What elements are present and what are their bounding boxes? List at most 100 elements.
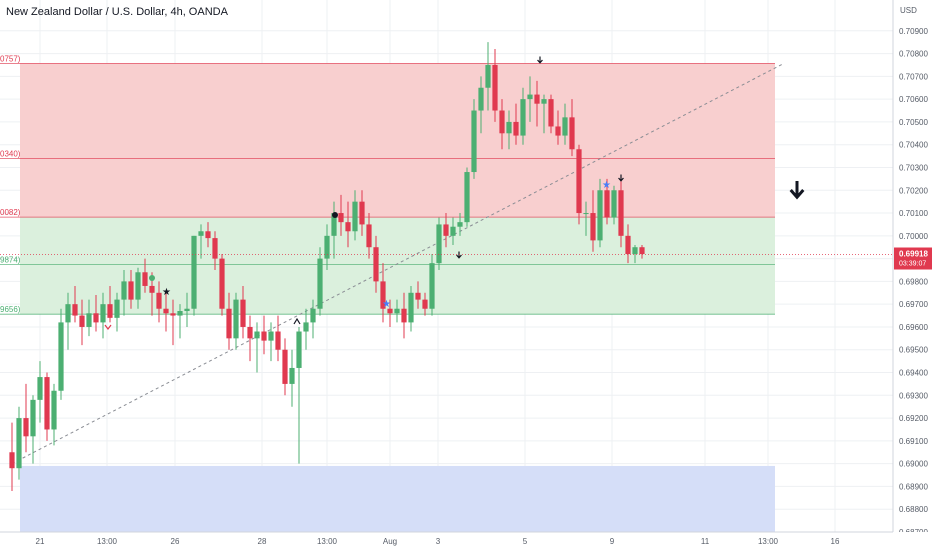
candle-body <box>317 258 323 309</box>
event-dot-icon <box>149 275 155 281</box>
candle-body <box>142 272 148 286</box>
candle-body <box>443 224 449 236</box>
candle-body <box>107 304 113 318</box>
y-tick-label: 0.69300 <box>899 391 928 400</box>
candle-body <box>506 121 512 134</box>
star-icon: ★ <box>162 287 171 298</box>
candle-body <box>212 238 218 259</box>
big-down-arrow-icon <box>789 181 805 200</box>
candle-body <box>261 331 267 341</box>
candle-body <box>324 235 330 259</box>
y-tick-label: 0.70300 <box>899 163 928 172</box>
candle-body <box>520 99 526 136</box>
candle-body <box>156 292 162 309</box>
candle-body <box>618 190 624 236</box>
candle-body <box>527 94 533 100</box>
x-tick-label: 11 <box>701 537 710 546</box>
x-tick-label: 21 <box>36 537 45 546</box>
candle-body <box>380 281 386 309</box>
resistance-zone <box>20 63 775 218</box>
candle-body <box>457 222 463 227</box>
y-tick-label: 0.70600 <box>899 95 928 104</box>
x-tick-label: 26 <box>171 537 180 546</box>
candle-body <box>296 331 302 368</box>
candle-body <box>534 94 540 104</box>
candle-body <box>373 247 379 282</box>
y-tick-label: 0.70200 <box>899 186 928 195</box>
x-tick-label: 13:00 <box>97 537 118 546</box>
candle-body <box>436 224 442 264</box>
y-tick-label: 0.69600 <box>899 323 928 332</box>
candle-body <box>37 377 43 400</box>
candle-body <box>114 299 120 318</box>
candle-body <box>135 272 141 300</box>
candle-body <box>359 201 365 225</box>
level-label: 9874) <box>0 256 21 265</box>
candle-body <box>422 299 428 309</box>
trendline-group <box>11 62 785 465</box>
candle-body <box>576 149 582 214</box>
arrow-head <box>537 59 543 64</box>
candle-body <box>198 231 204 236</box>
candle-body <box>492 64 498 111</box>
candle-body <box>597 190 603 241</box>
y-tick-label: 0.69200 <box>899 414 928 423</box>
candle-body <box>366 224 372 248</box>
candle-body <box>30 399 36 437</box>
candle-body <box>303 322 309 332</box>
down-arrow-icon <box>537 56 543 64</box>
axis-currency: USD <box>900 6 917 15</box>
candle-body <box>639 247 645 255</box>
level-label: 0082) <box>0 208 21 217</box>
candle-body <box>149 285 155 293</box>
time-axis: 21 13:00 26 28 13:00 Aug 3 5 9 11 13:00 16 <box>0 531 932 550</box>
candle-body <box>541 99 547 104</box>
candle-body <box>415 292 421 300</box>
x-tick-label: 13:00 <box>317 537 338 546</box>
candle-body <box>464 172 470 223</box>
candle-body <box>604 190 610 218</box>
candle-body <box>191 235 197 309</box>
candle-body <box>401 308 407 323</box>
x-tick-label: 5 <box>523 537 528 546</box>
candle-body <box>9 452 15 469</box>
y-tick-label: 0.69400 <box>899 369 928 378</box>
y-tick-label: 0.70900 <box>899 27 928 36</box>
y-tick-label: 0.69500 <box>899 346 928 355</box>
arrow-head <box>789 189 805 200</box>
candle-body <box>79 315 85 327</box>
y-tick-label: 0.69100 <box>899 437 928 446</box>
level-label: 9656) <box>0 305 21 314</box>
x-tick-label: 3 <box>436 537 441 546</box>
candles <box>9 42 645 491</box>
arrow-head <box>293 317 301 325</box>
y-tick-label: 0.68900 <box>899 482 928 491</box>
candle-body <box>275 331 281 350</box>
down-arrow-icon <box>618 174 624 182</box>
candle-body <box>394 308 400 314</box>
x-tick-label: Aug <box>383 537 397 546</box>
x-tick-label: 28 <box>258 537 267 546</box>
up-arrow-icon <box>293 317 301 325</box>
level-label: 0757) <box>0 54 21 63</box>
candle-body <box>338 213 344 223</box>
candle-body <box>331 213 337 236</box>
last-price-value: 0.69918 <box>899 250 928 259</box>
candle-body <box>72 304 78 316</box>
last-price-tag <box>894 247 932 270</box>
candle-body <box>58 322 64 391</box>
arrow-head <box>456 254 462 259</box>
countdown-value: 03:39:07 <box>899 261 926 268</box>
y-tick-label: 0.70800 <box>899 50 928 59</box>
candle-body <box>289 367 295 384</box>
candle-body <box>408 292 414 323</box>
annotations: ★ ★ ★ <box>104 56 805 330</box>
event-dot-icon <box>332 212 338 218</box>
price-axis-bg <box>893 0 932 550</box>
candle-body <box>128 281 134 300</box>
candle-body <box>569 117 575 150</box>
y-tick-label: 0.70100 <box>899 209 928 218</box>
level-label: 0340) <box>0 149 21 158</box>
